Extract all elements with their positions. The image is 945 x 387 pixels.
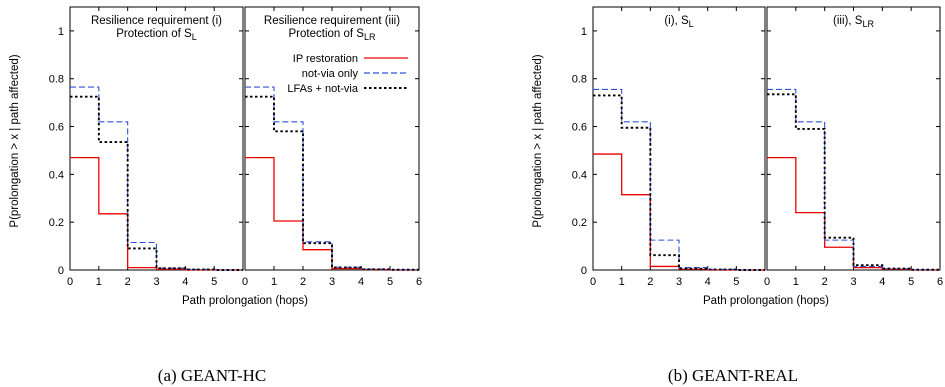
- x-tick-label: 1: [96, 276, 102, 288]
- x-tick-label: 2: [125, 276, 131, 288]
- panel-4: 0 1 2 3 4 5 6 (iii), SLR: [764, 6, 943, 288]
- x-tick-label: 0: [590, 276, 596, 288]
- series-lfas-not-via: [245, 95, 419, 271]
- legend: IP restoration not-via only LFAs + not-via: [287, 53, 408, 95]
- xlabel-b: Path prolongation (hops): [703, 295, 829, 307]
- figure-a: P(prolongation > x | path affected) Path…: [9, 54, 308, 385]
- series-lfas-not-via: [593, 94, 765, 271]
- x-tick-label: 6: [937, 276, 943, 288]
- x-tick-label: 0: [242, 276, 248, 288]
- x-tick-label: 3: [850, 276, 856, 288]
- y-tick-label: 1: [581, 26, 587, 38]
- y-tick-label: 1: [58, 26, 64, 38]
- y-tick-label: 0: [581, 265, 587, 277]
- series-ip-restoration: [593, 153, 765, 271]
- panel-title-line: Protection of SLR: [289, 28, 376, 42]
- legend-label: LFAs + not-via: [287, 83, 359, 95]
- legend-label: not-via only: [302, 68, 359, 80]
- series-not-via-only: [767, 88, 940, 271]
- x-tick-label: 4: [879, 276, 885, 288]
- series-not-via-only: [245, 86, 419, 271]
- x-tick-label: 2: [300, 276, 306, 288]
- xlabel-a: Path prolongation (hops): [182, 295, 308, 307]
- series-not-via-only: [70, 86, 243, 271]
- series-lfas-not-via: [70, 95, 243, 271]
- series-lfas-not-via: [767, 93, 940, 271]
- y-tick-label: 0.6: [49, 122, 64, 134]
- x-tick-label: 5: [387, 276, 393, 288]
- x-tick-label: 1: [271, 276, 277, 288]
- x-tick-label: 0: [67, 276, 73, 288]
- x-tick-label: 1: [619, 276, 625, 288]
- caption-a: (a) GEANT-HC: [158, 366, 266, 385]
- figure-b: P(prolongation > x | path affected) Path…: [532, 54, 829, 385]
- ylabel-b: P(prolongation > x | path affected): [532, 54, 544, 227]
- legend-label: IP restoration: [293, 53, 358, 65]
- panel-1: 0 1 2 3 4 5 0 0.2 0.4 0.6 0.8 1 Resilience requireme…: [49, 6, 244, 288]
- x-tick-label: 5: [908, 276, 914, 288]
- x-tick-label: 0: [764, 276, 770, 288]
- panel-title-line: Resilience requirement (i): [91, 15, 222, 27]
- y-tick-label: 0.4: [572, 169, 587, 181]
- x-tick-label: 3: [329, 276, 335, 288]
- x-tick-label: 5: [733, 276, 739, 288]
- x-tick-label: 4: [182, 276, 188, 288]
- x-tick-label: 4: [705, 276, 711, 288]
- x-tick-label: 2: [647, 276, 653, 288]
- panel-title-line: Resilience requirement (iii): [264, 15, 400, 27]
- caption-b: (b) GEANT-REAL: [668, 366, 798, 385]
- panel-frame: [766, 6, 941, 271]
- y-tick-label: 0.2: [572, 217, 587, 229]
- x-tick-label: 4: [358, 276, 364, 288]
- x-tick-label: 2: [822, 276, 828, 288]
- panel-frame: [592, 6, 766, 271]
- y-tick-label: 0.8: [49, 74, 64, 86]
- panel-title-line: Protection of SL: [116, 28, 196, 42]
- panel-2: 0 1 2 3 4 5 6 Resilience requirement (iii)Prote…: [242, 6, 422, 288]
- panel-title-line: (i), SL: [664, 15, 693, 29]
- ylabel-a: P(prolongation > x | path affected): [9, 54, 21, 227]
- chart-panels: 0 1 2 3 4 5 0 0.2 0.4 0.6 0.8 1 Resilience requireme…: [49, 6, 943, 288]
- y-tick-label: 0.8: [572, 74, 587, 86]
- x-tick-label: 1: [793, 276, 799, 288]
- panel-title-line: (iii), SLR: [833, 15, 874, 29]
- x-tick-label: 3: [676, 276, 682, 288]
- x-tick-label: 3: [153, 276, 159, 288]
- panel-frame: [69, 6, 244, 271]
- y-tick-label: 0: [58, 265, 64, 277]
- panel-frame: [244, 6, 420, 271]
- y-tick-label: 0.6: [572, 122, 587, 134]
- panel-3: 0 1 2 3 4 5 0 0.2 0.4 0.6 0.8 1 (i), SL: [572, 6, 766, 288]
- y-tick-label: 0.2: [49, 217, 64, 229]
- y-tick-label: 0.4: [49, 169, 64, 181]
- x-tick-label: 6: [416, 276, 422, 288]
- x-tick-label: 5: [211, 276, 217, 288]
- series-not-via-only: [593, 88, 765, 271]
